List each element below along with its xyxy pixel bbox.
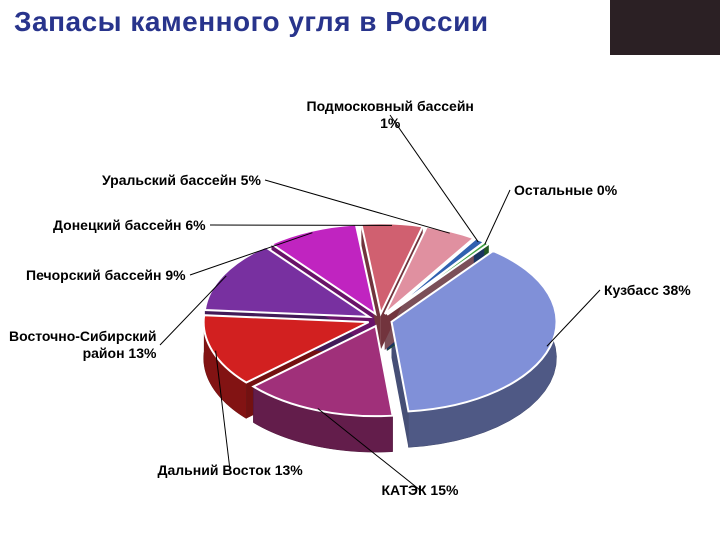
slice-label: Кузбасс 38% xyxy=(604,282,691,299)
slice-label: Донецкий бассейн 6% xyxy=(53,217,206,234)
slice-label: Остальные 0% xyxy=(514,182,617,199)
slice-label: Дальний Восток 13% xyxy=(158,462,303,479)
leader-line xyxy=(485,190,510,244)
pie-chart: Кузбасс 38% КАТЭК 15% Дальний Восток 13% Во… xyxy=(0,0,720,540)
slice-label: КАТЭК 15% xyxy=(382,482,459,499)
slice-label: Восточно-Сибирскийрайон 13% xyxy=(9,328,156,362)
leader-line xyxy=(390,115,478,242)
slice-label: Подмосковный бассейн1% xyxy=(307,98,474,132)
slice-label: Печорский бассейн 9% xyxy=(26,267,186,284)
slice-label: Уральский бассейн 5% xyxy=(102,172,261,189)
